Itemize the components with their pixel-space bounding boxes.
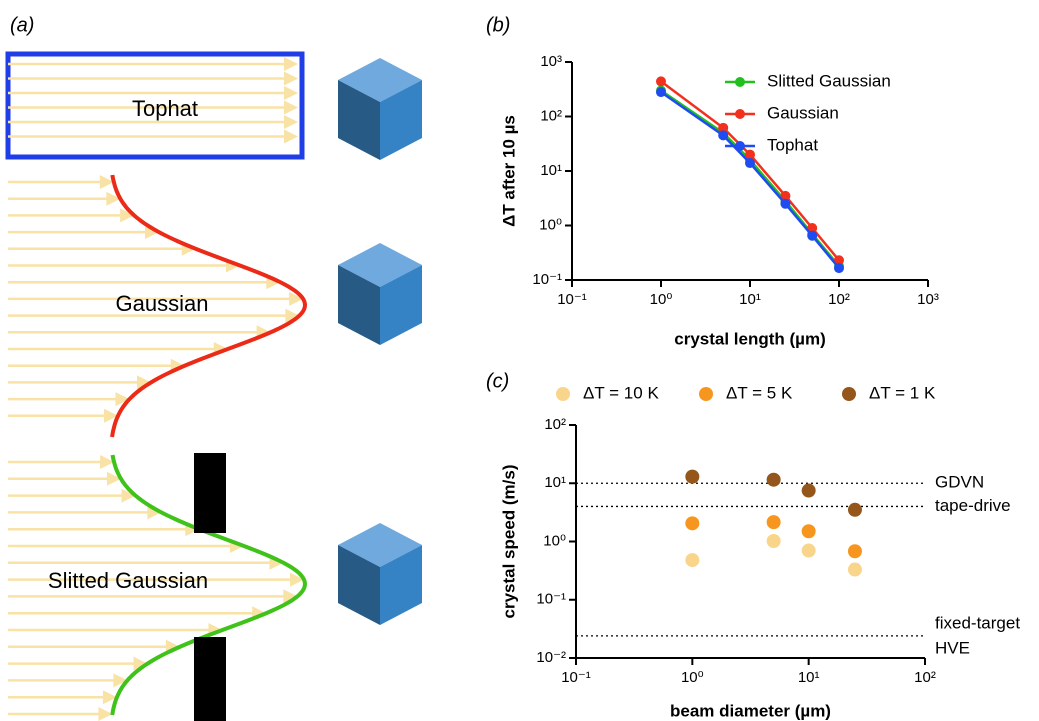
y-axis-label: crystal speed (m/s) <box>499 464 518 618</box>
reference-label: HVE <box>935 638 970 657</box>
legend-label: ΔT = 1 K <box>869 383 936 402</box>
legend-swatch <box>735 77 745 87</box>
scatter-point <box>685 516 699 530</box>
line-point <box>745 158 755 168</box>
line-point <box>656 87 666 97</box>
slit-blade <box>194 637 226 721</box>
scatter-point <box>767 534 781 548</box>
legend-label: Gaussian <box>767 103 839 122</box>
scatter-point <box>848 563 862 577</box>
x-tick-label: 10² <box>828 291 850 308</box>
legend-swatch <box>842 387 856 401</box>
x-tick-label: 10⁻¹ <box>561 669 591 686</box>
scatter-point <box>685 553 699 567</box>
y-tick-label: 10⁻¹ <box>532 271 562 288</box>
y-tick-label: 10¹ <box>544 474 566 491</box>
legend-label: ΔT = 10 K <box>583 383 659 402</box>
scatter-point <box>802 524 816 538</box>
line-point <box>656 76 666 86</box>
profile-label: Tophat <box>132 96 198 121</box>
line-point <box>780 199 790 209</box>
y-tick-label: 10¹ <box>540 162 562 179</box>
reference-label: tape-drive <box>935 496 1011 515</box>
panel-label: (a) <box>10 14 34 36</box>
legend-swatch <box>699 387 713 401</box>
x-axis-label: crystal length (µm) <box>674 329 826 348</box>
scatter-point <box>685 470 699 484</box>
x-tick-label: 10¹ <box>739 291 761 308</box>
y-tick-label: 10⁰ <box>543 532 566 549</box>
x-tick-label: 10² <box>914 669 936 686</box>
legend-swatch <box>556 387 570 401</box>
reference-label: fixed-target <box>935 613 1020 632</box>
scatter-point <box>802 544 816 558</box>
profile-label: Gaussian <box>116 291 209 316</box>
line-point <box>807 231 817 241</box>
legend-label: Slitted Gaussian <box>767 71 891 90</box>
beam-arrowhead <box>284 86 298 100</box>
line-point <box>834 263 844 273</box>
beam-arrowhead <box>284 130 298 144</box>
y-tick-label: 10⁰ <box>539 216 562 233</box>
y-tick-label: 10³ <box>540 53 562 70</box>
legend-swatch <box>735 109 745 119</box>
x-tick-label: 10¹ <box>798 669 820 686</box>
beam-arrowhead <box>284 57 298 71</box>
scatter-point <box>848 503 862 517</box>
beam-arrowhead <box>284 115 298 129</box>
scatter-point <box>767 473 781 487</box>
y-tick-label: 10⁻¹ <box>536 591 566 608</box>
scatter-point <box>767 515 781 529</box>
y-axis-label: ΔT after 10 µs <box>499 115 518 227</box>
panel-a <box>8 54 422 721</box>
line-point <box>718 130 728 140</box>
legend-label: Tophat <box>767 135 818 154</box>
panel-label: (b) <box>486 14 510 36</box>
legend-label: ΔT = 5 K <box>726 383 793 402</box>
legend-swatch <box>735 141 745 151</box>
profile-label: Slitted Gaussian <box>48 568 208 593</box>
x-axis-label: beam diameter (µm) <box>670 701 831 720</box>
reference-label: GDVN <box>935 473 984 492</box>
y-tick-label: 10² <box>540 107 562 124</box>
scatter-point <box>848 544 862 558</box>
slit-blade <box>194 453 226 533</box>
y-tick-label: 10² <box>544 416 566 433</box>
panel-label: (c) <box>486 370 509 392</box>
x-tick-label: 10³ <box>917 291 939 308</box>
beam-arrowhead <box>284 101 298 115</box>
y-tick-label: 10⁻² <box>536 649 566 666</box>
beam-arrowhead <box>284 72 298 86</box>
figure: (a) Tophat Gaussian Slitted Gaussian (b)… <box>0 0 1039 721</box>
x-tick-label: 10⁻¹ <box>557 291 587 308</box>
scatter-point <box>802 484 816 498</box>
x-tick-label: 10⁰ <box>681 669 704 686</box>
x-tick-label: 10⁰ <box>650 291 673 308</box>
beam-arrowhead <box>98 707 112 721</box>
